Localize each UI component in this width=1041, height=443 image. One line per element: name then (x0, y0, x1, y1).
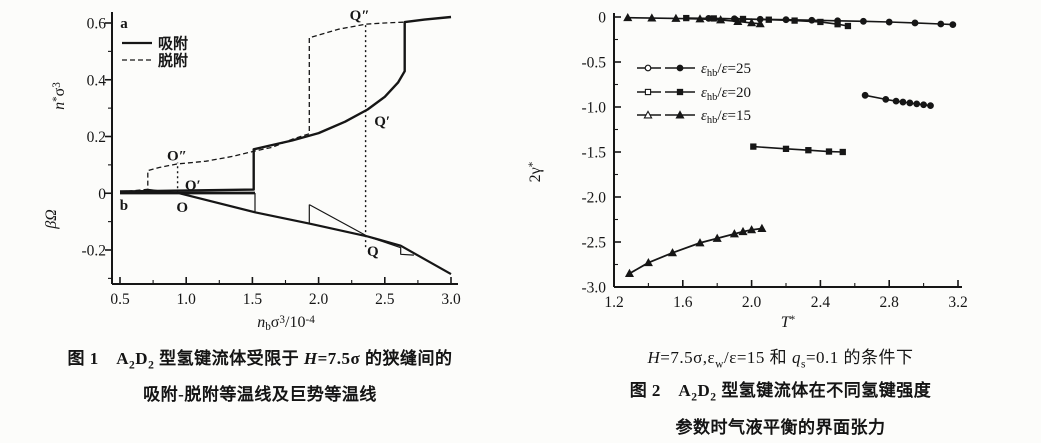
axes: 0.5 1.0 1.5 2.0 2.5 3.0 0.6 0.4 0.2 0 -0.2 (81, 12, 461, 308)
svg-text:2.0: 2.0 (742, 294, 762, 311)
page: 0.5 1.0 1.5 2.0 2.5 3.0 0.6 0.4 0.2 0 -0.2 nbσ3/10-… (0, 0, 968, 437)
svg-text:2γ*: 2γ* (527, 161, 544, 182)
figure2-caption-line2: 参数时气液平衡的界面张力 (675, 417, 886, 437)
svg-text:-0.2: -0.2 (81, 243, 106, 260)
svg-text:a: a (120, 16, 128, 32)
figure2-condition-line: H=7.5σ,εw/ε=15 和 qs=0.1 的条件下 (647, 348, 914, 371)
figure2-caption: H=7.5σ,εw/ε=15 和 qs=0.1 的条件下 图 2 A2D2 型氢… (520, 346, 1041, 443)
series-eps15-vapor (623, 12, 765, 28)
svg-text:0.5: 0.5 (110, 291, 130, 308)
svg-text:0: 0 (598, 10, 606, 27)
figure-2: 1.2 1.6 2.0 2.4 2.8 3.2 0 -0.5 -1.0 -1.5 -2.0 -2.5 -… (520, 0, 1041, 443)
svg-text:T*: T* (781, 314, 796, 331)
figure1-caption-line1: 图 1 A2D2 型氢键流体受限于 H=7.5σ 的狭缝间的 (67, 349, 453, 372)
svg-text:εhb/ε=25: εhb/ε=25 (701, 61, 751, 79)
svg-text:3.2: 3.2 (948, 294, 967, 311)
svg-text:-1.0: -1.0 (581, 100, 606, 117)
svg-text:0.4: 0.4 (87, 72, 107, 89)
svg-text:1.2: 1.2 (604, 294, 623, 311)
svg-text:Q: Q (367, 244, 379, 260)
svg-text:εhb/ε=20: εhb/ε=20 (701, 85, 751, 103)
svg-text:O″: O″ (167, 149, 187, 165)
svg-text:1.5: 1.5 (243, 291, 263, 308)
legend: εhb/ε=25 εhb/ε=20 εhb/ε=15 (637, 61, 751, 126)
svg-text:Q″: Q″ (350, 8, 370, 24)
svg-text:1.0: 1.0 (177, 291, 197, 308)
series-eps20-liquid (750, 143, 846, 156)
series-eps25-liquid (861, 91, 934, 110)
figure2-caption-line1: 图 2 A2D2 型氢键流体在不同氢键强度 (629, 381, 932, 404)
svg-text:0.2: 0.2 (87, 129, 106, 146)
axes: 1.2 1.6 2.0 2.4 2.8 3.2 0 -0.5 -1.0 -1.5 -2.0 -2.5 -… (581, 10, 967, 312)
figure-1: 0.5 1.0 1.5 2.0 2.5 3.0 0.6 0.4 0.2 0 -0.2 nbσ3/10-… (0, 0, 520, 410)
series-adsorption-isotherm (119, 15, 452, 193)
svg-text:-3.0: -3.0 (581, 280, 606, 297)
svg-text:O: O (176, 200, 188, 216)
svg-text:2.4: 2.4 (811, 294, 831, 311)
svg-text:βΩ: βΩ (43, 209, 60, 230)
svg-text:0: 0 (98, 186, 106, 203)
svg-text:1.6: 1.6 (673, 294, 693, 311)
series-desorption-isotherm (119, 16, 452, 193)
svg-text:3.0: 3.0 (441, 291, 461, 308)
svg-text:O′: O′ (185, 178, 201, 194)
svg-text:n*σ3: n*σ3 (51, 82, 68, 110)
svg-text:-2.5: -2.5 (581, 235, 606, 252)
svg-text:吸附: 吸附 (158, 35, 188, 53)
svg-text:-0.5: -0.5 (581, 55, 606, 72)
figure1-caption: 图 1 A2D2 型氢键流体受限于 H=7.5σ 的狭缝间的 吸附-脱附等温线及… (0, 344, 520, 410)
series-eps15-liquid (624, 223, 767, 277)
series-grand-potential-left-wedge (147, 188, 180, 194)
svg-text:-2.0: -2.0 (581, 190, 606, 207)
svg-text:脱附: 脱附 (158, 52, 188, 70)
adsorption-desorption-isotherm-chart: 0.5 1.0 1.5 2.0 2.5 3.0 0.6 0.4 0.2 0 -0.2 nbσ3/10-… (43, 8, 461, 333)
svg-text:2.5: 2.5 (375, 291, 395, 308)
figure1-caption-line2: 吸附-脱附等温线及巨势等温线 (143, 385, 377, 405)
svg-text:nbσ3/10-4: nbσ3/10-4 (257, 314, 315, 333)
svg-text:b: b (120, 198, 128, 214)
svg-text:2.0: 2.0 (309, 291, 329, 308)
svg-text:2.8: 2.8 (880, 294, 900, 311)
series-grand-potential-desorption (309, 204, 414, 256)
svg-text:Q′: Q′ (374, 114, 390, 130)
interfacial-tension-chart: 1.2 1.6 2.0 2.4 2.8 3.2 0 -0.5 -1.0 -1.5 -2.0 -2.5 -… (527, 10, 968, 332)
svg-text:-1.5: -1.5 (581, 145, 606, 162)
series-grand-potential-main (179, 192, 452, 276)
svg-text:εhb/ε=15: εhb/ε=15 (701, 108, 751, 126)
svg-text:0.6: 0.6 (87, 16, 107, 33)
